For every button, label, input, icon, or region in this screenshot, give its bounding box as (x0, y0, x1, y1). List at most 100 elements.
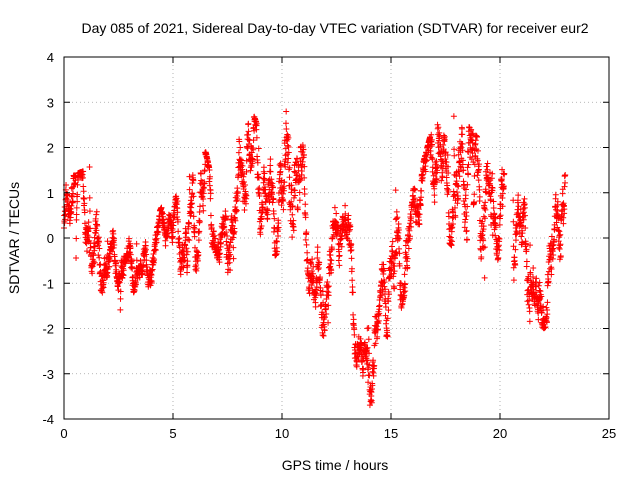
data-point (560, 201, 567, 208)
data-point (389, 238, 396, 245)
data-point (176, 244, 183, 251)
data-point (431, 185, 438, 192)
data-point (384, 315, 391, 322)
data-point (286, 174, 293, 181)
data-point (342, 210, 349, 217)
data-point (193, 265, 200, 272)
data-point (401, 292, 408, 299)
data-point (522, 241, 529, 248)
data-point (510, 243, 517, 250)
data-point (416, 221, 423, 228)
data-point (314, 255, 321, 262)
data-point (428, 131, 435, 138)
data-point (520, 216, 527, 223)
data-point (386, 274, 393, 281)
data-point (303, 241, 310, 248)
data-point (499, 190, 506, 197)
data-point (93, 227, 100, 234)
data-point (81, 209, 88, 216)
data-point (149, 267, 156, 274)
data-point (296, 189, 303, 196)
data-point (297, 177, 304, 184)
data-point (194, 257, 201, 264)
data-point (312, 294, 319, 301)
data-point (484, 160, 491, 167)
data-point (393, 215, 400, 222)
data-point (239, 162, 246, 169)
data-point (319, 332, 326, 339)
data-point (463, 227, 470, 234)
data-point (397, 279, 404, 286)
data-point (230, 234, 237, 241)
data-point (227, 251, 234, 258)
data-point (236, 163, 243, 170)
data-point (104, 238, 111, 245)
data-point (300, 151, 307, 158)
data-point (454, 189, 461, 196)
data-point (365, 364, 372, 371)
data-point (431, 199, 438, 206)
data-point (530, 264, 537, 271)
data-point (164, 229, 171, 236)
data-point (177, 271, 184, 278)
data-point (520, 209, 527, 216)
data-point (129, 274, 136, 281)
data-point (471, 198, 478, 205)
data-point (349, 277, 356, 284)
data-point (463, 212, 470, 219)
data-point (283, 108, 290, 115)
data-point (184, 258, 191, 265)
data-point (73, 235, 80, 242)
data-point (468, 156, 475, 163)
data-point (482, 206, 489, 213)
data-point (245, 120, 252, 127)
data-point (495, 243, 502, 250)
data-point (227, 226, 234, 233)
data-point (401, 281, 408, 288)
data-point (386, 291, 393, 298)
data-point (224, 232, 231, 239)
data-point (484, 166, 491, 173)
data-point (535, 282, 542, 289)
data-point (378, 292, 385, 299)
data-point (518, 233, 525, 240)
data-point (357, 335, 364, 342)
data-point (92, 215, 99, 222)
data-point (192, 266, 199, 273)
data-point (207, 212, 214, 219)
data-point (284, 136, 291, 143)
data-point (279, 184, 286, 191)
x-tick-label: 20 (493, 426, 507, 441)
data-point (364, 344, 371, 351)
data-point (300, 146, 307, 153)
data-point (249, 156, 256, 163)
data-point (366, 361, 373, 368)
data-point (187, 197, 194, 204)
data-point (208, 224, 215, 231)
data-point (406, 233, 413, 240)
data-point (261, 184, 268, 191)
data-point (148, 272, 155, 279)
data-point (236, 138, 243, 145)
data-point (308, 267, 315, 274)
data-point (212, 235, 219, 242)
data-point (169, 239, 176, 246)
data-point (536, 279, 543, 286)
data-point (380, 267, 387, 274)
data-point (197, 170, 204, 177)
data-point (422, 168, 429, 175)
data-point (513, 228, 520, 235)
data-point (392, 187, 399, 194)
data-point (542, 323, 549, 330)
data-point (257, 225, 264, 232)
y-tick-labels: -4 -3 -2 -1 0 1 2 3 4 (42, 50, 54, 427)
data-point (325, 283, 332, 290)
data-point (526, 308, 533, 315)
data-point (323, 305, 330, 312)
data-point (336, 252, 343, 259)
data-point (285, 134, 292, 141)
data-point (173, 195, 180, 202)
data-point (394, 214, 401, 221)
data-point (377, 294, 384, 301)
data-point (148, 279, 155, 286)
